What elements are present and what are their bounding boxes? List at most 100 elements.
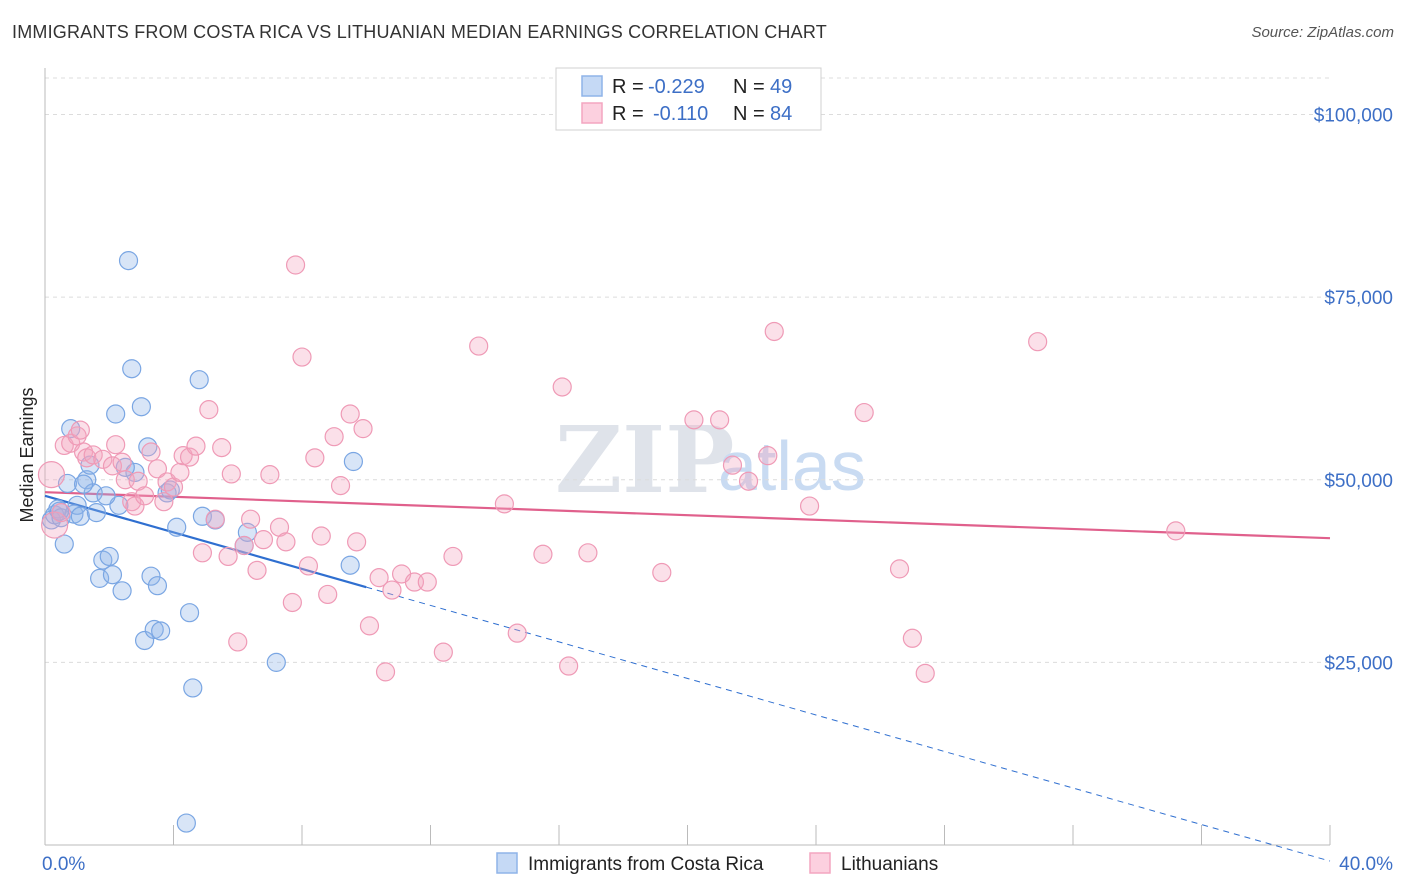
- bottom-legend-swatch-lithuanians: [809, 852, 831, 874]
- point-lithuanians: [276, 532, 296, 552]
- point-costa-rica: [90, 568, 110, 588]
- point-costa-rica: [51, 508, 71, 528]
- point-costa-rica: [189, 370, 209, 390]
- point-lithuanians: [173, 446, 193, 466]
- point-lithuanians: [298, 556, 319, 576]
- legend-swatch-costa-rica: [581, 75, 603, 97]
- point-lithuanians: [93, 449, 113, 469]
- point-costa-rica: [106, 404, 126, 424]
- point-lithuanians: [652, 562, 672, 583]
- point-costa-rica: [67, 495, 87, 515]
- legend-r-value-2: -0.110: [653, 103, 708, 125]
- point-lithuanians: [722, 455, 743, 475]
- point-lithuanians: [1166, 521, 1186, 541]
- point-lithuanians: [112, 452, 132, 472]
- point-lithuanians: [533, 544, 553, 564]
- point-lithuanians: [340, 404, 360, 424]
- point-lithuanians: [902, 628, 922, 648]
- point-lithuanians: [212, 438, 232, 458]
- point-lithuanians: [70, 420, 90, 440]
- point-lithuanians: [324, 427, 344, 447]
- point-lithuanians: [199, 400, 219, 420]
- point-costa-rica: [340, 555, 360, 575]
- point-costa-rica: [343, 451, 363, 472]
- point-costa-rica: [70, 506, 90, 526]
- chart-source: Source: ZipAtlas.com: [1251, 24, 1394, 41]
- point-lithuanians: [285, 255, 306, 275]
- point-costa-rica: [99, 546, 119, 567]
- y-axis-title: Median Earnings: [17, 387, 37, 522]
- point-costa-rica: [112, 581, 132, 601]
- point-lithuanians: [305, 448, 325, 468]
- point-lithuanians: [758, 446, 778, 466]
- point-costa-rica: [141, 566, 161, 586]
- bottom-legend-label-costa-rica: Immigrants from Costa Rica: [528, 854, 764, 875]
- point-costa-rica: [109, 495, 129, 515]
- point-lithuanians: [311, 526, 331, 546]
- series-legend: Immigrants from Costa Rica Lithuanians: [496, 852, 938, 875]
- point-costa-rica: [179, 603, 200, 623]
- point-lithuanians: [192, 543, 213, 563]
- point-costa-rica: [183, 678, 203, 698]
- x-tick-label: 0.0%: [42, 854, 85, 875]
- point-lithuanians: [205, 509, 225, 529]
- legend-r-value-1: -0.229: [648, 76, 705, 98]
- point-costa-rica: [167, 517, 187, 537]
- point-lithuanians: [134, 486, 155, 506]
- point-costa-rica: [93, 550, 113, 570]
- y-tick-label: $50,000: [1324, 471, 1393, 492]
- point-lithuanians: [347, 532, 367, 552]
- point-costa-rica: [151, 621, 171, 641]
- point-lithuanians: [247, 560, 267, 580]
- point-lithuanians: [51, 503, 71, 523]
- point-lithuanians: [799, 496, 820, 516]
- point-lithuanians: [102, 456, 123, 476]
- point-lithuanians: [218, 546, 238, 567]
- trend-line-lithuanians: [44, 491, 1331, 540]
- point-costa-rica: [134, 630, 155, 651]
- gridlines: [45, 77, 1330, 663]
- point-lithuanians: [433, 642, 453, 662]
- point-costa-rica: [144, 619, 164, 640]
- watermark-zip: ZIP: [555, 406, 734, 514]
- point-costa-rica: [176, 813, 196, 833]
- point-lithuanians: [559, 656, 579, 676]
- point-lithuanians: [179, 447, 200, 467]
- legend-n-value-2: 84: [770, 103, 792, 125]
- point-lithuanians: [260, 465, 280, 485]
- y-tick-label: $100,000: [1314, 106, 1393, 127]
- chart-title: IMMIGRANTS FROM COSTA RICA VS LITHUANIAN…: [12, 22, 827, 42]
- point-lithuanians: [854, 402, 874, 423]
- point-lithuanians: [507, 623, 527, 643]
- point-lithuanians: [417, 572, 437, 592]
- point-lithuanians: [330, 476, 351, 496]
- point-lithuanians: [469, 336, 489, 356]
- point-costa-rica: [147, 576, 168, 596]
- point-costa-rica: [122, 359, 142, 379]
- point-lithuanians: [318, 584, 338, 605]
- y-tick-label: $75,000: [1324, 288, 1393, 309]
- point-lithuanians: [106, 435, 126, 455]
- point-lithuanians: [552, 377, 572, 397]
- point-costa-rica: [54, 534, 74, 554]
- trend-line-costa-rica: [44, 494, 367, 589]
- point-lithuanians: [37, 461, 66, 489]
- legend-n-value-1: 49: [770, 76, 792, 98]
- point-lithuanians: [228, 632, 248, 652]
- point-costa-rica: [102, 565, 123, 585]
- point-lithuanians: [83, 445, 103, 465]
- legend-n-label-1: N =: [733, 76, 765, 98]
- point-costa-rica: [131, 397, 151, 417]
- trend-lines: [44, 491, 1331, 862]
- point-lithuanians: [359, 616, 380, 636]
- point-lithuanians: [578, 543, 598, 563]
- legend-r-label-2: R =: [612, 103, 644, 125]
- x-tick-label: 40.0%: [1339, 854, 1393, 875]
- point-costa-rica: [73, 474, 94, 494]
- point-costa-rica: [266, 652, 286, 672]
- point-costa-rica: [57, 473, 78, 494]
- data-points: [37, 251, 1186, 833]
- point-lithuanians: [41, 511, 69, 539]
- point-lithuanians: [186, 436, 206, 456]
- point-lithuanians: [710, 410, 730, 430]
